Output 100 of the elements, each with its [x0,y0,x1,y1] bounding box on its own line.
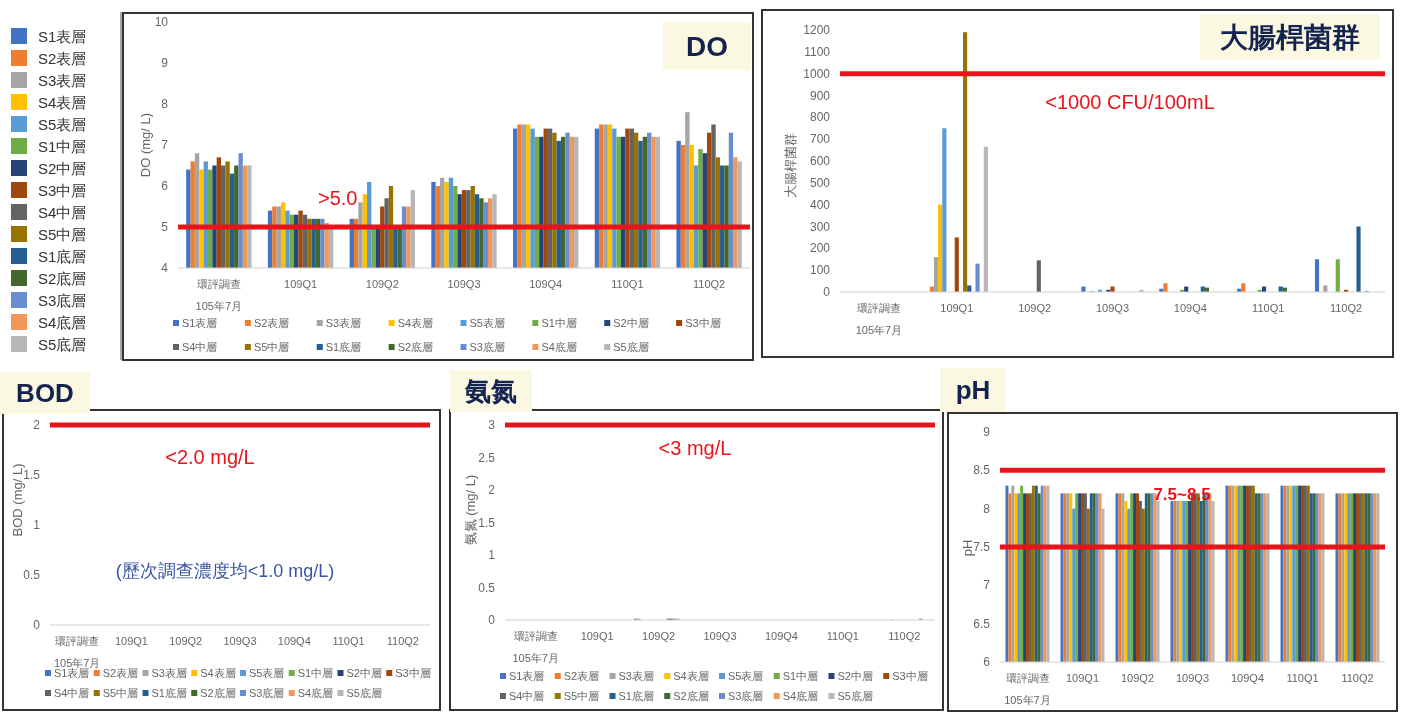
legend-label: S2中層 [38,160,87,177]
y-tick-label: 7 [983,578,991,593]
legend-label: S4表層 [673,670,709,682]
legend-label: S3中層 [395,667,431,679]
legend-label: S2底層 [673,690,709,702]
x-tick-label: 109Q4 [529,278,563,290]
legend-label: S5底層 [38,336,87,353]
y-axis-title: DO (mg/ L) [138,112,153,178]
legend-label: S1中層 [297,667,334,679]
y-tick-label: 600 [809,154,831,168]
x-tick-label: 環評調查 105年7月 [855,302,903,336]
y-tick-label: 9 [983,425,991,439]
x-tick-label: 環評調查 105年7月 [512,630,559,664]
y-tick-label: 500 [809,175,831,190]
y-tick-label: 2.5 [478,450,496,465]
y-tick-label: 6.5 [973,616,991,631]
legend-label: S4底層 [541,341,577,353]
x-tick-label: 109Q3 [223,635,257,647]
y-tick-label: 9 [161,56,169,70]
x-tick-label: 109Q2 [1018,302,1052,314]
x-tick-label: 109Q1 [114,635,148,647]
legend-label: S1表層 [38,28,87,45]
legend-label: S5底層 [346,687,382,699]
legend-label: S5底層 [613,341,649,353]
x-tick-label: 109Q1 [1065,672,1100,684]
y-tick-label: 1.5 [478,515,496,530]
legend-label: S3表層 [38,72,87,89]
x-tick-label: 109Q4 [1173,302,1207,314]
legend-label: S5中層 [563,690,600,702]
legend-label: S4表層 [38,94,87,111]
y-tick-label: 7 [161,138,169,152]
y-tick-label: 8 [161,97,169,111]
x-tick-label: 109Q1 [580,630,614,642]
y-tick-label: 0.5 [478,580,496,595]
y-tick-label: 0 [33,618,41,632]
chart-title: 大腸桿菌群 [1220,22,1360,54]
legend-label: S3中層 [38,182,87,199]
y-tick-label: 10 [154,15,169,29]
ref-line-label: <2.0 mg/L [165,446,255,468]
y-axis-title: 氨氮 (mg/ L) [463,474,478,546]
y-axis-title: 大腸桿菌群 [783,132,798,198]
legend-label: S1底層 [618,690,654,702]
legend-label: S3底層 [728,690,764,702]
legend-label: S3底層 [249,687,285,699]
legend-label: S2中層 [613,317,649,329]
legend-label: S1中層 [38,138,87,155]
y-tick-label: 0.5 [23,568,41,582]
ref-line-label: >5.0 [318,187,358,209]
y-axis-title: BOD (mg/ L) [10,463,25,537]
legend-label: S3中層 [685,317,721,329]
annotation: 7.5~8.5 [1153,485,1211,504]
legend-label: S3底層 [38,292,87,309]
x-tick-label: 110Q1 [1286,672,1319,684]
y-tick-label: 300 [809,219,831,234]
legend-label: S2中層 [837,670,873,682]
legend-label: S4中層 [509,690,545,702]
legend-label: S5表層 [38,116,87,133]
legend-label: S5中層 [102,687,139,699]
ref-line-label: <3 mg/L [658,437,732,459]
x-tick-label: 110Q2 [1329,302,1363,314]
y-tick-label: 8 [983,501,991,516]
x-tick-label: 109Q1 [284,278,318,290]
y-tick-label: 900 [809,88,831,103]
y-tick-label: 1 [33,518,41,532]
x-tick-label: 環評調查 105年7月 [195,278,243,312]
x-tick-label: 110Q1 [826,630,859,642]
y-tick-label: 200 [809,241,831,256]
y-tick-label: 1 [488,548,496,562]
legend-label: S2表層 [102,667,139,679]
x-tick-label: 109Q1 [940,302,974,314]
y-tick-label: 2 [488,483,496,497]
legend-label: S2底層 [397,341,434,353]
legend-label: S5表層 [728,670,764,682]
legend-label: S4表層 [397,317,434,329]
annotation: (歷次調查濃度均<1.0 mg/L) [115,561,335,581]
x-tick-label: 110Q2 [888,630,921,642]
x-tick-label: 110Q2 [1341,672,1374,684]
legend-label: S4中層 [54,687,90,699]
y-tick-label: 700 [809,132,831,147]
legend-label: S4底層 [38,314,87,331]
legend-label: S4底層 [297,687,334,699]
x-tick-label: 109Q4 [764,630,798,642]
legend-label: S1表層 [509,670,545,682]
y-tick-label: 7.5 [973,540,991,554]
legend-label: S1表層 [182,317,218,329]
legend-label: S2表層 [563,670,600,682]
legend-label: S5底層 [837,690,873,702]
y-tick-label: 2 [33,418,41,432]
legend-label: S2表層 [253,317,290,329]
y-tick-label: 400 [809,197,831,212]
ref-line-label: <1000 CFU/100mL [1045,91,1215,113]
legend-label: S5中層 [253,341,290,353]
x-tick-label: 109Q2 [169,635,203,647]
legend-label: S3表層 [151,667,187,679]
x-tick-label: 109Q3 [1175,672,1210,684]
y-axis-title: pH [960,539,975,557]
y-tick-label: 1000 [803,66,831,81]
y-tick-label: 0 [823,285,831,299]
legend-label: S4中層 [38,204,87,221]
x-tick-label: 環評調查 105年7月 [1004,672,1051,706]
